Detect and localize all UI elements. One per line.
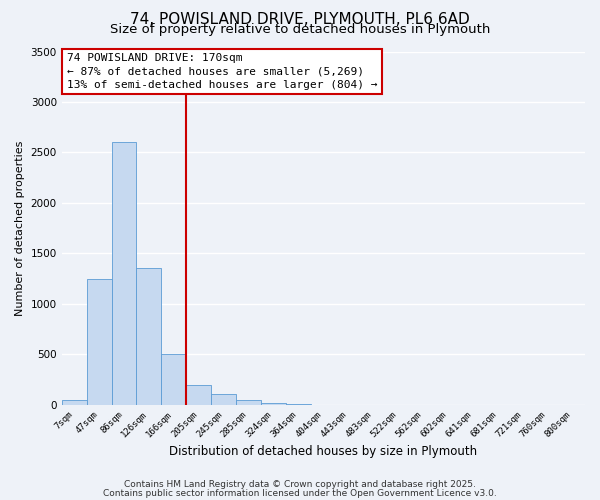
- Bar: [286, 404, 311, 405]
- Text: 74 POWISLAND DRIVE: 170sqm
← 87% of detached houses are smaller (5,269)
13% of s: 74 POWISLAND DRIVE: 170sqm ← 87% of deta…: [67, 54, 377, 90]
- X-axis label: Distribution of detached houses by size in Plymouth: Distribution of detached houses by size …: [169, 444, 478, 458]
- Bar: [211, 394, 236, 405]
- Text: Contains public sector information licensed under the Open Government Licence v3: Contains public sector information licen…: [103, 489, 497, 498]
- Bar: [62, 400, 86, 405]
- Y-axis label: Number of detached properties: Number of detached properties: [15, 140, 25, 316]
- Text: Size of property relative to detached houses in Plymouth: Size of property relative to detached ho…: [110, 22, 490, 36]
- Bar: [112, 142, 136, 405]
- Text: 74, POWISLAND DRIVE, PLYMOUTH, PL6 6AD: 74, POWISLAND DRIVE, PLYMOUTH, PL6 6AD: [130, 12, 470, 28]
- Text: Contains HM Land Registry data © Crown copyright and database right 2025.: Contains HM Land Registry data © Crown c…: [124, 480, 476, 489]
- Bar: [136, 268, 161, 405]
- Bar: [261, 404, 286, 405]
- Bar: [186, 384, 211, 405]
- Bar: [161, 354, 186, 405]
- Bar: [86, 278, 112, 405]
- Bar: [236, 400, 261, 405]
